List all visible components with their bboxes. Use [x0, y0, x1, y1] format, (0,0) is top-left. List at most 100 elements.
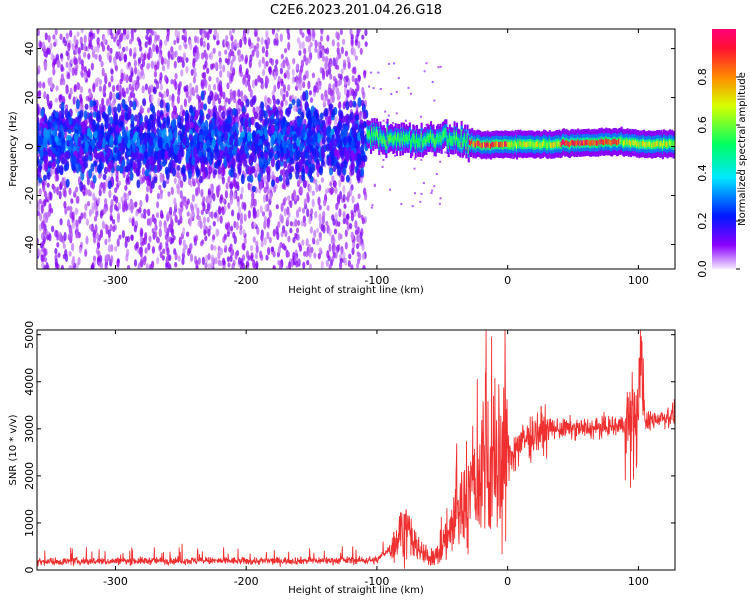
spectrum-noise-cell: [384, 110, 387, 113]
spectrum-noise-cell: [225, 182, 229, 190]
spectrum-noise-cell: [318, 247, 322, 253]
spectrum-noise-cell: [220, 140, 224, 151]
spectrum-noise-cell: [280, 62, 284, 69]
spectrum-signal-cell: [408, 133, 411, 139]
spectrum-noise-cell: [77, 231, 81, 239]
spectrum-noise-cell: [244, 145, 249, 155]
spectrum-noise-cell: [166, 62, 170, 70]
spectrum-noise-cell: [110, 244, 114, 253]
spectrum-noise-cell: [356, 243, 360, 250]
spectrum-noise-cell: [206, 113, 210, 120]
spectrum-noise-cell: [138, 38, 142, 47]
spectrum-noise-cell: [280, 202, 284, 212]
spectrum-noise-cell: [201, 239, 205, 245]
spectrum-noise-cell: [179, 190, 183, 199]
spectrum-noise-cell: [301, 128, 306, 139]
spectrum-signal-cell: [410, 141, 413, 148]
spectrum-signal-cell: [420, 133, 423, 139]
spectrum-noise-cell: [110, 75, 114, 83]
spectrum-noise-cell: [251, 95, 256, 105]
spectrum-noise-cell: [298, 178, 302, 184]
spectrum-noise-cell: [164, 225, 168, 233]
spectrum-noise-cell: [343, 126, 348, 137]
spectrum-noise-cell: [182, 135, 187, 146]
spectrum-noise-cell: [112, 218, 116, 225]
spectrum-noise-cell: [295, 63, 299, 71]
spectrum-signal-cell: [380, 136, 383, 142]
spectrum-noise-cell: [349, 222, 353, 230]
spectrum-noise-cell: [314, 47, 318, 53]
spectrum-noise-cell: [93, 215, 98, 222]
spectrum-noise-cell: [411, 205, 414, 208]
spectrum-noise-cell: [212, 220, 216, 227]
spectrum-noise-cell: [236, 184, 240, 192]
spectrum-noise-cell: [308, 45, 312, 54]
spectrum-signal-cell: [447, 141, 450, 147]
spectrum-noise-cell: [320, 177, 324, 183]
spectrum-noise-cell: [141, 167, 145, 177]
spectrum-signal-cell: [440, 137, 443, 144]
spectrum-noise-cell: [313, 229, 317, 238]
spectrum-noise-cell: [158, 184, 162, 191]
spectrum-noise-cell: [368, 85, 371, 88]
spectrum-noise-cell: [323, 110, 328, 117]
spectrum-noise-cell: [48, 233, 52, 242]
spectrum-noise-cell: [321, 148, 325, 160]
spectrum-noise-cell: [340, 175, 345, 183]
spectrum-noise-cell: [59, 53, 64, 59]
spectrum-signal-cell: [393, 137, 396, 143]
spectrum-signal-cell: [470, 140, 473, 147]
spectrum-noise-cell: [286, 107, 291, 118]
spectrum-noise-cell: [59, 164, 64, 175]
spectrum-noise-cell: [256, 42, 260, 50]
spectrum-noise-cell: [268, 110, 273, 117]
spectrum-noise-cell: [117, 135, 122, 144]
spectrum-noise-cell: [339, 233, 343, 240]
spectrum-noise-cell: [132, 80, 136, 88]
spectrum-noise-cell: [110, 199, 114, 208]
spectrum-noise-cell: [124, 240, 128, 248]
spectrum-noise-cell: [109, 215, 113, 222]
spectrum-noise-cell: [174, 215, 178, 223]
spectrum-noise-cell: [217, 251, 221, 260]
spectrum-noise-cell: [109, 136, 114, 147]
spectrum-noise-cell: [250, 245, 254, 252]
spectrum-noise-cell: [111, 100, 116, 107]
spectrum-noise-cell: [72, 118, 77, 127]
spectrum-noise-cell: [241, 95, 245, 102]
spectrum-noise-cell: [180, 180, 184, 188]
spectrum-noise-cell: [338, 208, 342, 218]
spectrum-noise-cell: [225, 153, 230, 163]
spectrum-noise-cell: [67, 42, 71, 52]
spectrum-noise-cell: [248, 38, 252, 47]
spectrum-noise-cell: [277, 246, 281, 254]
spectrum-noise-cell: [227, 262, 231, 268]
spectrum-noise-cell: [342, 38, 346, 46]
spectrum-noise-cell: [154, 223, 158, 232]
spectrum-noise-cell: [238, 257, 242, 265]
spectrum-noise-cell: [336, 87, 340, 97]
spectrum-noise-cell: [284, 99, 288, 106]
spectrum-noise-cell: [335, 31, 339, 39]
spectrum-signal-cell: [438, 136, 441, 143]
spectrum-noise-cell: [185, 89, 189, 99]
spectrum-noise-cell: [119, 166, 124, 174]
spectrum-noise-cell: [210, 183, 214, 193]
spectrum-noise-cell: [231, 29, 236, 34]
spectrum-noise-cell: [260, 239, 264, 248]
spectrum-noise-cell: [40, 220, 45, 230]
spectrum-noise-cell: [275, 58, 279, 66]
spectrum-noise-cell: [407, 86, 410, 89]
spectrum-noise-cell: [322, 129, 327, 140]
spectrum-noise-cell: [250, 42, 254, 49]
spectrum-noise-cell: [319, 35, 324, 42]
spectrum-noise-cell: [356, 83, 360, 92]
spectrum-noise-cell: [191, 156, 196, 166]
spectrum-noise-cell: [129, 100, 134, 108]
spectrum-noise-cell: [55, 157, 60, 165]
spectrum-noise-cell: [357, 74, 361, 82]
spectrum-noise-cell: [186, 211, 190, 217]
spectrum-signal-cell: [464, 135, 467, 141]
spectrum-noise-cell: [351, 128, 356, 138]
spectrum-noise-cell: [303, 221, 307, 227]
